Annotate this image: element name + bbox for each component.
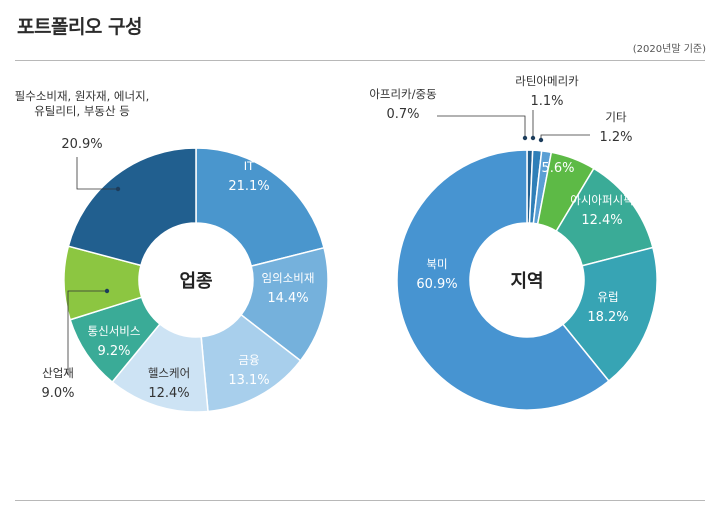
slice-label: 유럽 bbox=[597, 290, 618, 304]
slice-value: 14.4% bbox=[267, 291, 308, 306]
slice-value: 0.7% bbox=[386, 107, 419, 122]
slice-label: 임의소비재 bbox=[262, 271, 315, 285]
center-label: 업종 bbox=[179, 271, 212, 292]
donut-hole bbox=[470, 223, 584, 337]
leader-dot bbox=[522, 135, 528, 141]
leader-line bbox=[67, 290, 107, 374]
slice-label: 아시아퍼시픽 bbox=[570, 193, 633, 207]
top-divider bbox=[15, 60, 705, 61]
slice-label: 일본 bbox=[547, 141, 568, 155]
slice-label: IT bbox=[244, 159, 255, 173]
slice-label: 필수소비재, 원자재, 에너지, bbox=[15, 89, 150, 103]
slice-label: 금융 bbox=[238, 353, 259, 367]
slice-label: 유틸리티, 부동산 등 bbox=[34, 104, 130, 118]
slice-value: 60.9% bbox=[416, 277, 457, 292]
leader-line bbox=[437, 115, 526, 138]
slice-label: 라틴아메리카 bbox=[515, 74, 579, 88]
slice-value: 1.1% bbox=[530, 94, 563, 109]
slice-label: 기타 bbox=[605, 110, 627, 124]
leader-dot bbox=[115, 186, 121, 192]
slice-value: 1.2% bbox=[599, 130, 632, 145]
leader-dot bbox=[104, 288, 110, 294]
slice-label: 아프리카/중동 bbox=[369, 87, 436, 101]
slice-value: 12.4% bbox=[148, 386, 189, 401]
slice-value: 18.2% bbox=[587, 310, 628, 325]
slice-label: 산업재 bbox=[42, 366, 74, 380]
slice-value: 12.4% bbox=[581, 213, 622, 228]
bottom-divider bbox=[15, 500, 705, 501]
leader-line bbox=[540, 134, 590, 140]
date-note: (2020년말 기준) bbox=[632, 44, 706, 55]
leader-dot bbox=[538, 137, 544, 143]
slice-value: 9.0% bbox=[41, 386, 74, 401]
slice-label: 통신서비스 bbox=[88, 324, 141, 338]
center-label: 지역 bbox=[510, 271, 543, 292]
slice-label: 북미 bbox=[426, 257, 447, 271]
slice-value: 5.6% bbox=[541, 161, 574, 176]
slice-label: 헬스케어 bbox=[148, 366, 190, 380]
leader-dot bbox=[530, 135, 536, 141]
slice-value: 13.1% bbox=[228, 373, 269, 388]
leader-line bbox=[76, 157, 118, 190]
slice-value: 21.1% bbox=[228, 179, 269, 194]
slice-value: 20.9% bbox=[61, 137, 102, 152]
slice-value: 9.2% bbox=[97, 344, 130, 359]
donut-hole bbox=[139, 223, 253, 337]
page-title: 포트폴리오 구성 bbox=[17, 16, 142, 38]
